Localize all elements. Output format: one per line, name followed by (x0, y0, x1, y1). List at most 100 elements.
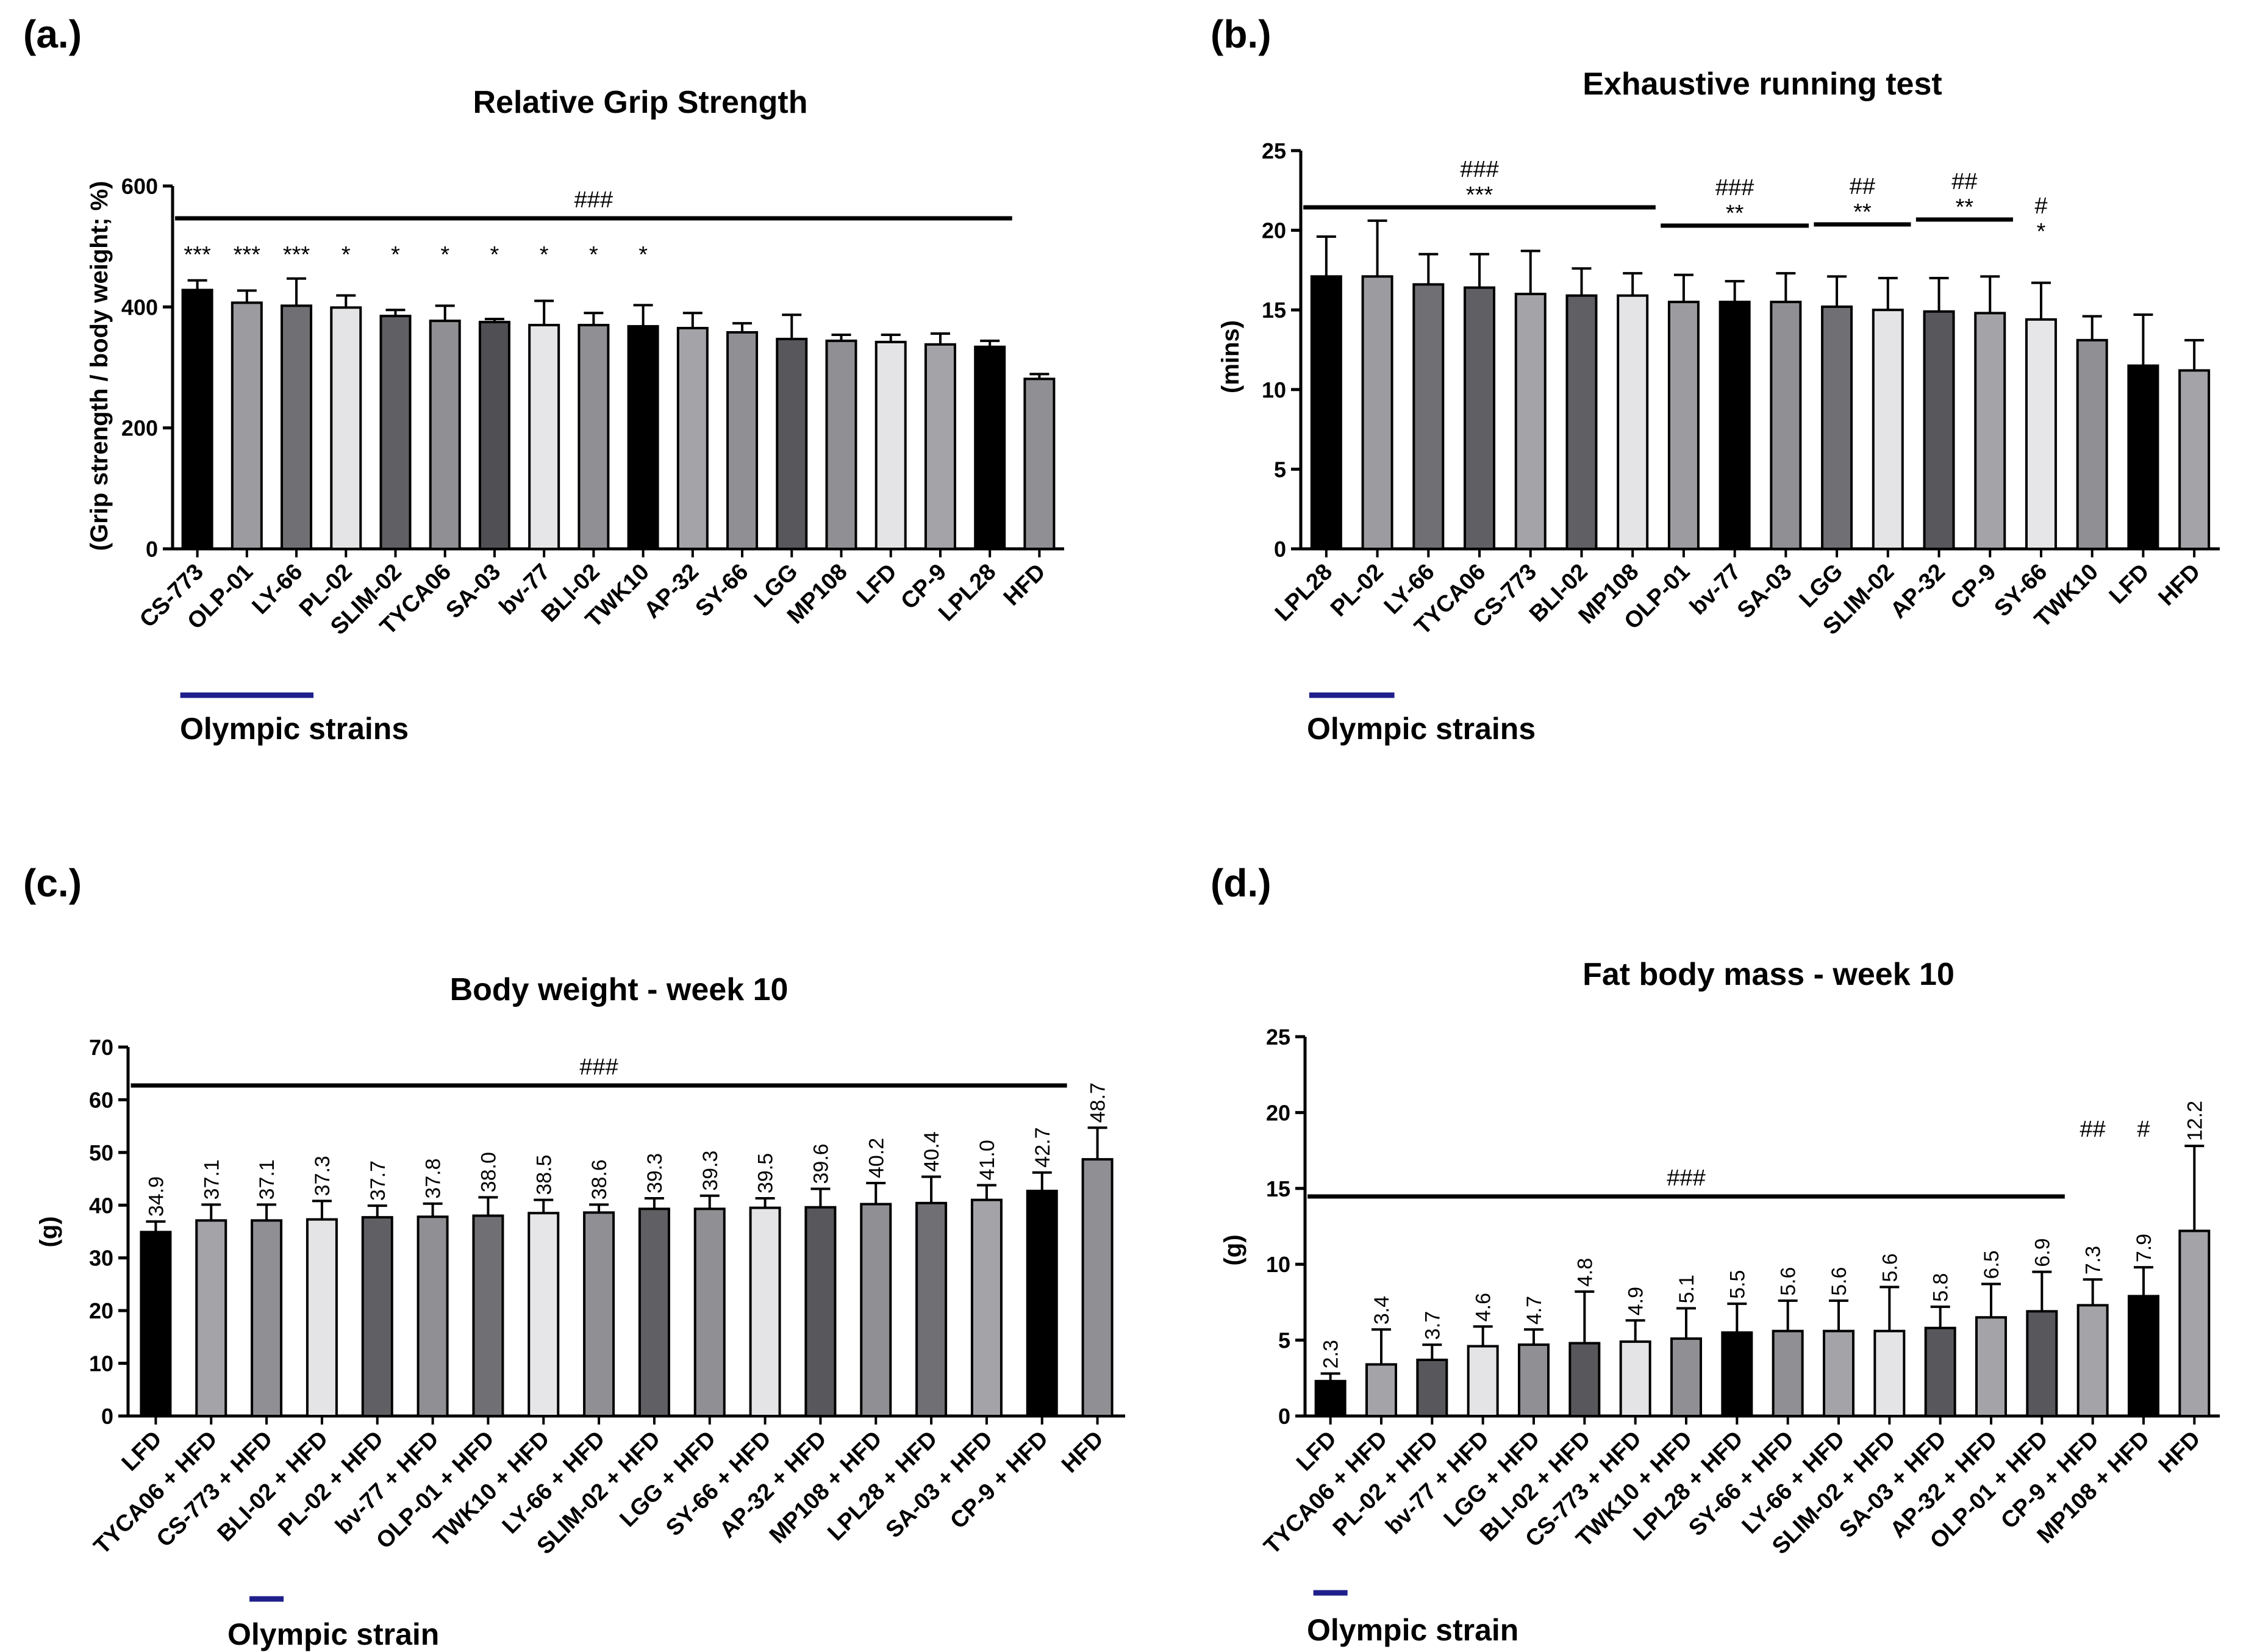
y-axis-label: (g) (1220, 1234, 1246, 1265)
bar[interactable] (2026, 1310, 2058, 1417)
bar[interactable] (195, 1219, 227, 1417)
bar[interactable] (2178, 369, 2211, 550)
data-label: 37.7 (367, 1160, 390, 1201)
significance-hash: ### (1667, 1165, 1705, 1191)
bar[interactable] (281, 304, 313, 550)
bar[interactable] (478, 321, 510, 550)
bar[interactable] (1565, 294, 1598, 550)
x-tick-label: HFD (1057, 1426, 1109, 1478)
bar[interactable] (676, 327, 709, 551)
bar[interactable] (251, 1219, 283, 1417)
bar[interactable] (1416, 1358, 1448, 1418)
y-tick-label: 20 (89, 1298, 113, 1323)
chart-title: Relative Grip Strength (473, 85, 808, 120)
x-tick-label: LPL28 (1270, 559, 1337, 626)
bar[interactable] (181, 288, 213, 550)
data-label: 38.6 (588, 1159, 611, 1200)
bar[interactable] (1667, 301, 1700, 550)
data-label: 5.8 (1929, 1273, 1953, 1302)
bar[interactable] (627, 325, 659, 550)
bar[interactable] (970, 1198, 1003, 1417)
bar[interactable] (1361, 275, 1393, 550)
significance-hash: ## (1850, 174, 1875, 199)
bar[interactable] (1026, 1189, 1058, 1417)
bar[interactable] (1619, 1340, 1651, 1417)
bar[interactable] (804, 1206, 837, 1417)
bar[interactable] (874, 340, 907, 550)
bar[interactable] (578, 324, 610, 550)
data-label: 38.0 (477, 1152, 500, 1192)
bar[interactable] (528, 1212, 560, 1417)
bar[interactable] (974, 345, 1006, 550)
bar[interactable] (429, 320, 461, 550)
bar[interactable] (1821, 305, 1853, 550)
bar[interactable] (726, 331, 759, 550)
bar[interactable] (583, 1211, 615, 1418)
bar[interactable] (1721, 1331, 1753, 1417)
bar[interactable] (1974, 312, 2006, 550)
bar[interactable] (2025, 318, 2057, 550)
bar[interactable] (1514, 293, 1547, 550)
bar[interactable] (1568, 1342, 1601, 1417)
bar[interactable] (776, 337, 808, 550)
bar[interactable] (1923, 310, 1955, 550)
x-tick-label: PL-02 (1326, 559, 1389, 622)
bar[interactable] (1365, 1363, 1397, 1417)
bar[interactable] (1310, 275, 1342, 550)
bar[interactable] (1772, 1329, 1804, 1418)
bar[interactable] (1412, 283, 1445, 550)
bar[interactable] (2076, 338, 2108, 550)
bar[interactable] (860, 1203, 892, 1417)
bar[interactable] (1464, 286, 1496, 550)
x-tick-label: HFD (999, 559, 1051, 611)
bar[interactable] (140, 1231, 172, 1417)
bar[interactable] (749, 1206, 781, 1418)
bar[interactable] (1081, 1158, 1114, 1418)
bar[interactable] (1924, 1326, 1956, 1418)
y-tick-label: 0 (101, 1404, 113, 1429)
bar[interactable] (361, 1216, 393, 1418)
bar[interactable] (1975, 1316, 2007, 1418)
bar[interactable] (638, 1207, 670, 1417)
bar[interactable] (528, 324, 560, 550)
y-tick-label: 600 (121, 174, 158, 199)
bar[interactable] (330, 306, 362, 550)
bar[interactable] (379, 315, 412, 550)
bar[interactable] (1023, 377, 1056, 550)
chart-title: Fat body mass - week 10 (1583, 957, 1955, 992)
bar[interactable] (2128, 1295, 2159, 1417)
bar[interactable] (472, 1214, 504, 1417)
chart-panel-b: (b.) Exhaustive running test (mins) 0 5 10 15 2… (1211, 12, 2220, 746)
data-label: 2.3 (1320, 1340, 1343, 1368)
data-label: 39.6 (809, 1143, 832, 1184)
data-label: 38.5 (532, 1154, 556, 1195)
bar[interactable] (693, 1207, 726, 1417)
bar[interactable] (1670, 1337, 1702, 1418)
bar[interactable] (915, 1201, 948, 1418)
significance-stars: *** (234, 242, 261, 268)
bar[interactable] (231, 301, 263, 550)
data-label: 37.1 (200, 1159, 223, 1200)
bar[interactable] (1873, 1329, 1906, 1418)
bar[interactable] (1518, 1343, 1550, 1417)
bar[interactable] (1872, 309, 1904, 550)
bar[interactable] (417, 1215, 449, 1418)
data-label: 48.7 (1087, 1082, 1110, 1123)
panel-label: (b.) (1211, 12, 1271, 56)
bar[interactable] (1314, 1379, 1347, 1417)
bar[interactable] (2178, 1229, 2211, 1417)
y-tick-label: 15 (1266, 1176, 1290, 1201)
bar[interactable] (1823, 1329, 1854, 1418)
bar[interactable] (1467, 1345, 1499, 1417)
bar[interactable] (825, 339, 857, 550)
data-label: 37.1 (256, 1159, 279, 1200)
bar[interactable] (1617, 294, 1649, 550)
bar[interactable] (1718, 301, 1751, 550)
bar[interactable] (2076, 1304, 2109, 1417)
bar[interactable] (1770, 301, 1802, 550)
bar[interactable] (924, 343, 956, 550)
bar[interactable] (306, 1218, 338, 1418)
bar[interactable] (2127, 364, 2159, 550)
data-label: 7.9 (2133, 1234, 2156, 1262)
